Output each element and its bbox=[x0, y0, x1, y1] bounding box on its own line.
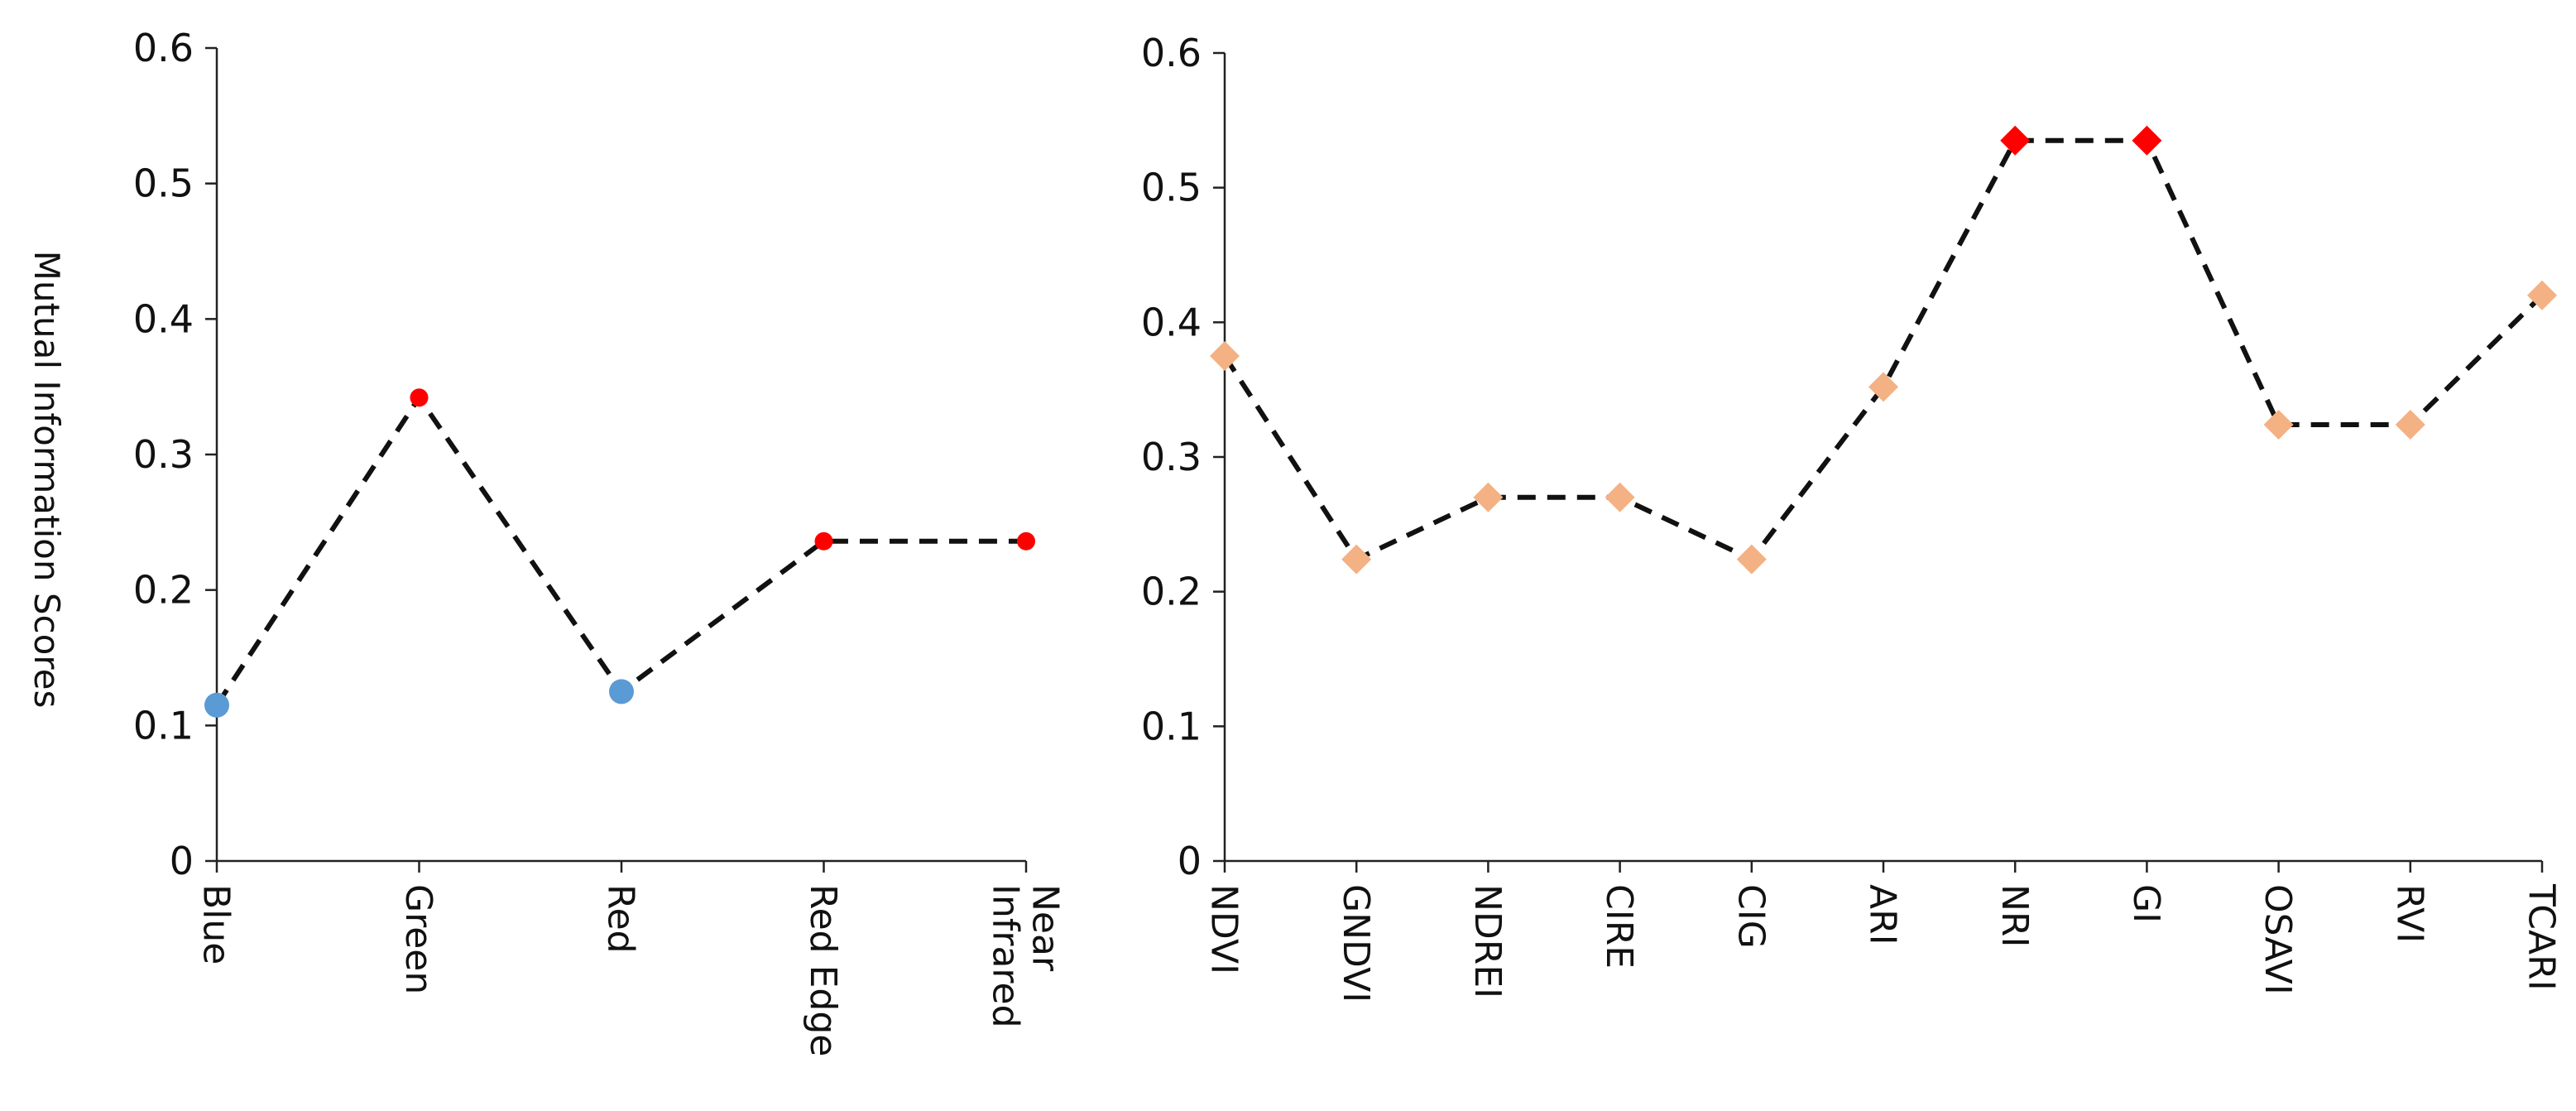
x-tick-label-line: CIG bbox=[1729, 884, 1772, 949]
y-tick-label: 0.3 bbox=[133, 432, 194, 477]
x-tick-label: Red bbox=[600, 884, 642, 954]
data-point bbox=[1017, 531, 1035, 551]
x-tick-label-line: Red Edge bbox=[802, 884, 844, 1056]
x-tick-label-line: OSAVI bbox=[2257, 884, 2299, 995]
y-tick-label: 0.3 bbox=[1141, 435, 1202, 479]
data-point bbox=[2527, 280, 2557, 310]
x-tick-label: Green bbox=[397, 884, 439, 994]
x-tick-label: NDREI bbox=[1466, 884, 1509, 998]
x-tick-label-line: Near bbox=[1024, 884, 1067, 972]
data-point bbox=[2132, 125, 2162, 156]
indices-chart-panel: 0 0.1 0.2 0.3 0.4 0.5 0.6 NDVI GNDVI NDREI CIRE CIG… bbox=[1141, 31, 2563, 1003]
data-point bbox=[2395, 409, 2425, 440]
y-tick-label: 0.1 bbox=[133, 703, 194, 748]
data-point bbox=[2263, 409, 2294, 440]
data-point bbox=[1473, 482, 1504, 512]
x-tick-label: CIRE bbox=[1598, 884, 1640, 969]
y-tick-label: 0 bbox=[170, 839, 194, 883]
y-tick-label: 0.2 bbox=[1141, 570, 1202, 614]
y-tick-label: 0.6 bbox=[1141, 31, 1202, 75]
x-tick-label-line: GNDVI bbox=[1335, 884, 1377, 1003]
y-tick-label: 0 bbox=[1178, 839, 1202, 883]
y-tick-label: 0.2 bbox=[133, 568, 194, 613]
data-point bbox=[609, 679, 634, 705]
x-tick-label: CIG bbox=[1729, 884, 1772, 949]
x-tick-label: OSAVI bbox=[2257, 884, 2299, 995]
data-point bbox=[814, 531, 833, 551]
data-point bbox=[1736, 544, 1767, 575]
x-tick-label-line: ARI bbox=[1862, 884, 1904, 945]
x-tick-label: GNDVI bbox=[1335, 884, 1377, 1003]
y-tick-label: 0.5 bbox=[133, 161, 194, 206]
x-tick-label-line: RVI bbox=[2388, 884, 2430, 943]
data-point bbox=[1341, 544, 1372, 575]
x-tick-label: ARI bbox=[1862, 884, 1904, 945]
x-tick-label: TCARI bbox=[2521, 883, 2563, 991]
x-tick-label-line: GI bbox=[2125, 884, 2167, 923]
x-tick-label: GI bbox=[2125, 884, 2167, 923]
x-tick-label-line: Green bbox=[397, 884, 439, 994]
data-point bbox=[410, 388, 429, 407]
x-tick-label-line: Infrared bbox=[985, 884, 1027, 1028]
data-point bbox=[1210, 341, 1240, 371]
y-tick-label: 0.6 bbox=[133, 26, 194, 70]
x-tick-label-line: NDREI bbox=[1466, 884, 1509, 998]
x-tick-label-line: NDVI bbox=[1203, 884, 1245, 974]
x-tick-label: Red Edge bbox=[802, 884, 844, 1056]
x-tick-label: NearInfrared bbox=[985, 884, 1067, 1028]
x-tick-label-line: NRI bbox=[1993, 884, 2036, 947]
x-tick-label-line: Blue bbox=[195, 884, 237, 964]
x-tick-label-line: CIRE bbox=[1598, 884, 1640, 969]
bands-chart-panel: 0 0.1 0.2 0.3 0.4 0.5 0.6 Blue Green Red Red Edge N… bbox=[26, 26, 1067, 1056]
y-axis-title: Mutual Information Scores bbox=[26, 251, 67, 709]
data-point bbox=[1605, 482, 1635, 512]
data-point bbox=[1868, 372, 1898, 402]
x-tick-label: NDVI bbox=[1203, 884, 1245, 974]
x-tick-label: RVI bbox=[2388, 884, 2430, 943]
x-tick-label-line: TCARI bbox=[2521, 883, 2563, 991]
x-tick-label: Blue bbox=[195, 884, 237, 964]
data-point bbox=[2000, 125, 2031, 156]
x-tick-label-line: Red bbox=[600, 884, 642, 954]
y-tick-label: 0.4 bbox=[133, 296, 194, 341]
data-point bbox=[204, 692, 229, 718]
series-line bbox=[1222, 137, 2545, 563]
y-tick-label: 0.1 bbox=[1141, 704, 1202, 748]
y-tick-label: 0.4 bbox=[1141, 300, 1202, 344]
series-line bbox=[214, 392, 1026, 707]
y-tick-label: 0.5 bbox=[1141, 166, 1202, 210]
x-tick-label: NRI bbox=[1993, 884, 2036, 947]
